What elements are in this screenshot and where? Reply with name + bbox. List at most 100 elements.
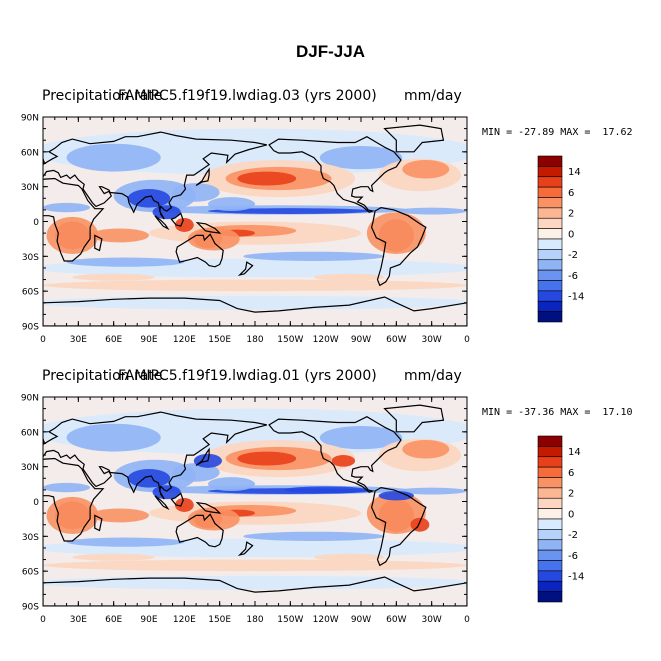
lon-tick-label: 120E bbox=[173, 615, 196, 625]
coastline bbox=[175, 233, 224, 268]
panel-1-variable: Precipitation rate bbox=[42, 88, 163, 104]
colorbar-label: -14 bbox=[568, 572, 584, 583]
panel-1-case: FAMIPC5.f19f19.lwdiag.03 (yrs 2000) bbox=[118, 88, 377, 104]
colorbar-swatch bbox=[537, 570, 563, 582]
precip-contour bbox=[187, 507, 240, 531]
colorbar-label: 14 bbox=[568, 447, 581, 458]
precip-contour bbox=[66, 423, 161, 452]
precip-contour bbox=[284, 486, 367, 494]
coastline bbox=[94, 234, 103, 252]
lon-tick-label: 180 bbox=[246, 335, 263, 345]
colorbar-swatch bbox=[537, 176, 563, 188]
colorbar-label: -2 bbox=[568, 250, 578, 261]
precip-contour bbox=[172, 183, 220, 202]
lon-tick-label: 0 bbox=[464, 335, 470, 345]
coastline bbox=[170, 212, 184, 227]
lon-tick-label: 30E bbox=[70, 615, 87, 625]
colorbar-label: 0 bbox=[568, 229, 574, 240]
lon-tick-label: 150E bbox=[208, 335, 231, 345]
precip-contour bbox=[313, 553, 385, 561]
lon-tick-label: 150W bbox=[277, 615, 303, 625]
panel-2-units: mm/day bbox=[404, 368, 462, 384]
colorbar-label: 6 bbox=[568, 188, 574, 199]
lon-tick-label: 90W bbox=[351, 335, 371, 345]
precip-contour bbox=[319, 426, 403, 450]
coastline bbox=[268, 416, 402, 493]
panel-1-max-label: MAX = 17.62 bbox=[560, 127, 633, 138]
colorbar-swatch bbox=[537, 280, 563, 292]
colorbar-label: -14 bbox=[568, 292, 584, 303]
coastline bbox=[383, 404, 445, 433]
colorbar-swatch bbox=[537, 290, 563, 302]
panel-1-header: Precipitation rate FAMIPC5.f19f19.lwdiag… bbox=[42, 88, 472, 106]
lat-tick-label: 30N bbox=[21, 183, 39, 193]
lon-tick-label: 30W bbox=[421, 335, 441, 345]
lat-tick-label: 30S bbox=[22, 253, 39, 263]
colorbar-label: 0 bbox=[568, 509, 574, 520]
panel-1-min-label: MIN = -27.89 bbox=[482, 127, 555, 138]
lon-tick-label: 30E bbox=[70, 335, 87, 345]
coastline bbox=[237, 541, 254, 556]
colorbar-swatch bbox=[537, 238, 563, 250]
coastline bbox=[370, 486, 427, 567]
colorbar-swatch bbox=[537, 197, 563, 209]
precip-contour bbox=[127, 468, 171, 488]
colorbar-label: -2 bbox=[568, 530, 578, 541]
lon-tick-label: 180 bbox=[246, 615, 263, 625]
coastline bbox=[43, 177, 105, 262]
lon-tick-label: 60E bbox=[105, 615, 122, 625]
coastline bbox=[195, 167, 210, 187]
coastline bbox=[154, 495, 170, 511]
precip-contour bbox=[174, 218, 194, 232]
lat-tick-label: 0 bbox=[33, 498, 39, 508]
colorbar-label: 6 bbox=[568, 468, 574, 479]
colorbar-swatch bbox=[537, 591, 563, 603]
panel-1-min-max: MIN = -27.89 MAX = 17.62 bbox=[482, 127, 633, 138]
coastline bbox=[43, 296, 467, 326]
panel-2-min-label: MIN = -37.36 bbox=[482, 407, 555, 418]
lat-tick-label: 60S bbox=[22, 568, 39, 578]
lon-tick-label: 120W bbox=[313, 335, 339, 345]
colorbar-swatch bbox=[537, 155, 563, 167]
lon-tick-label: 60W bbox=[386, 335, 406, 345]
lat-tick-label: 90N bbox=[21, 114, 39, 124]
precip-contour bbox=[396, 207, 467, 215]
precip-field bbox=[43, 124, 467, 326]
coastline bbox=[43, 457, 105, 542]
colorbar-label: 14 bbox=[568, 167, 581, 178]
lat-tick-label: 30N bbox=[21, 463, 39, 473]
precip-contour bbox=[172, 463, 220, 482]
lon-tick-label: 0 bbox=[40, 335, 46, 345]
precip-contour bbox=[72, 273, 155, 281]
precip-contour bbox=[237, 171, 297, 186]
colorbar-swatch bbox=[537, 217, 563, 229]
precip-contour bbox=[207, 208, 373, 214]
precip-contour bbox=[72, 553, 155, 561]
colorbar-swatch bbox=[537, 186, 563, 198]
colorbar-swatch bbox=[537, 560, 563, 572]
colorbar-swatch bbox=[537, 269, 563, 281]
precip-contour bbox=[319, 146, 403, 170]
panel-2-variable: Precipitation rate bbox=[42, 368, 163, 384]
precip-contour bbox=[127, 188, 171, 208]
colorbar-swatch bbox=[537, 477, 563, 489]
coastline bbox=[237, 261, 254, 276]
precip-contour bbox=[237, 451, 297, 466]
lon-tick-label: 60E bbox=[105, 335, 122, 345]
lon-tick-label: 0 bbox=[464, 615, 470, 625]
colorbar-swatch bbox=[537, 166, 563, 178]
lat-tick-label: 30S bbox=[22, 533, 39, 543]
colorbar-swatch bbox=[537, 311, 563, 323]
colorbar-swatch bbox=[537, 259, 563, 271]
lat-tick-label: 60S bbox=[22, 288, 39, 298]
colorbar-swatch bbox=[537, 249, 563, 261]
colorbar-swatch bbox=[537, 207, 563, 219]
precip-contour bbox=[207, 477, 255, 492]
lat-tick-label: 60N bbox=[21, 428, 39, 438]
precip-contour bbox=[43, 575, 467, 590]
precip-contour bbox=[90, 228, 149, 243]
lon-tick-label: 90E bbox=[140, 335, 157, 345]
colorbar-swatch bbox=[537, 435, 563, 447]
colorbar-label: 2 bbox=[568, 489, 574, 500]
colorbar-swatch bbox=[537, 508, 563, 520]
